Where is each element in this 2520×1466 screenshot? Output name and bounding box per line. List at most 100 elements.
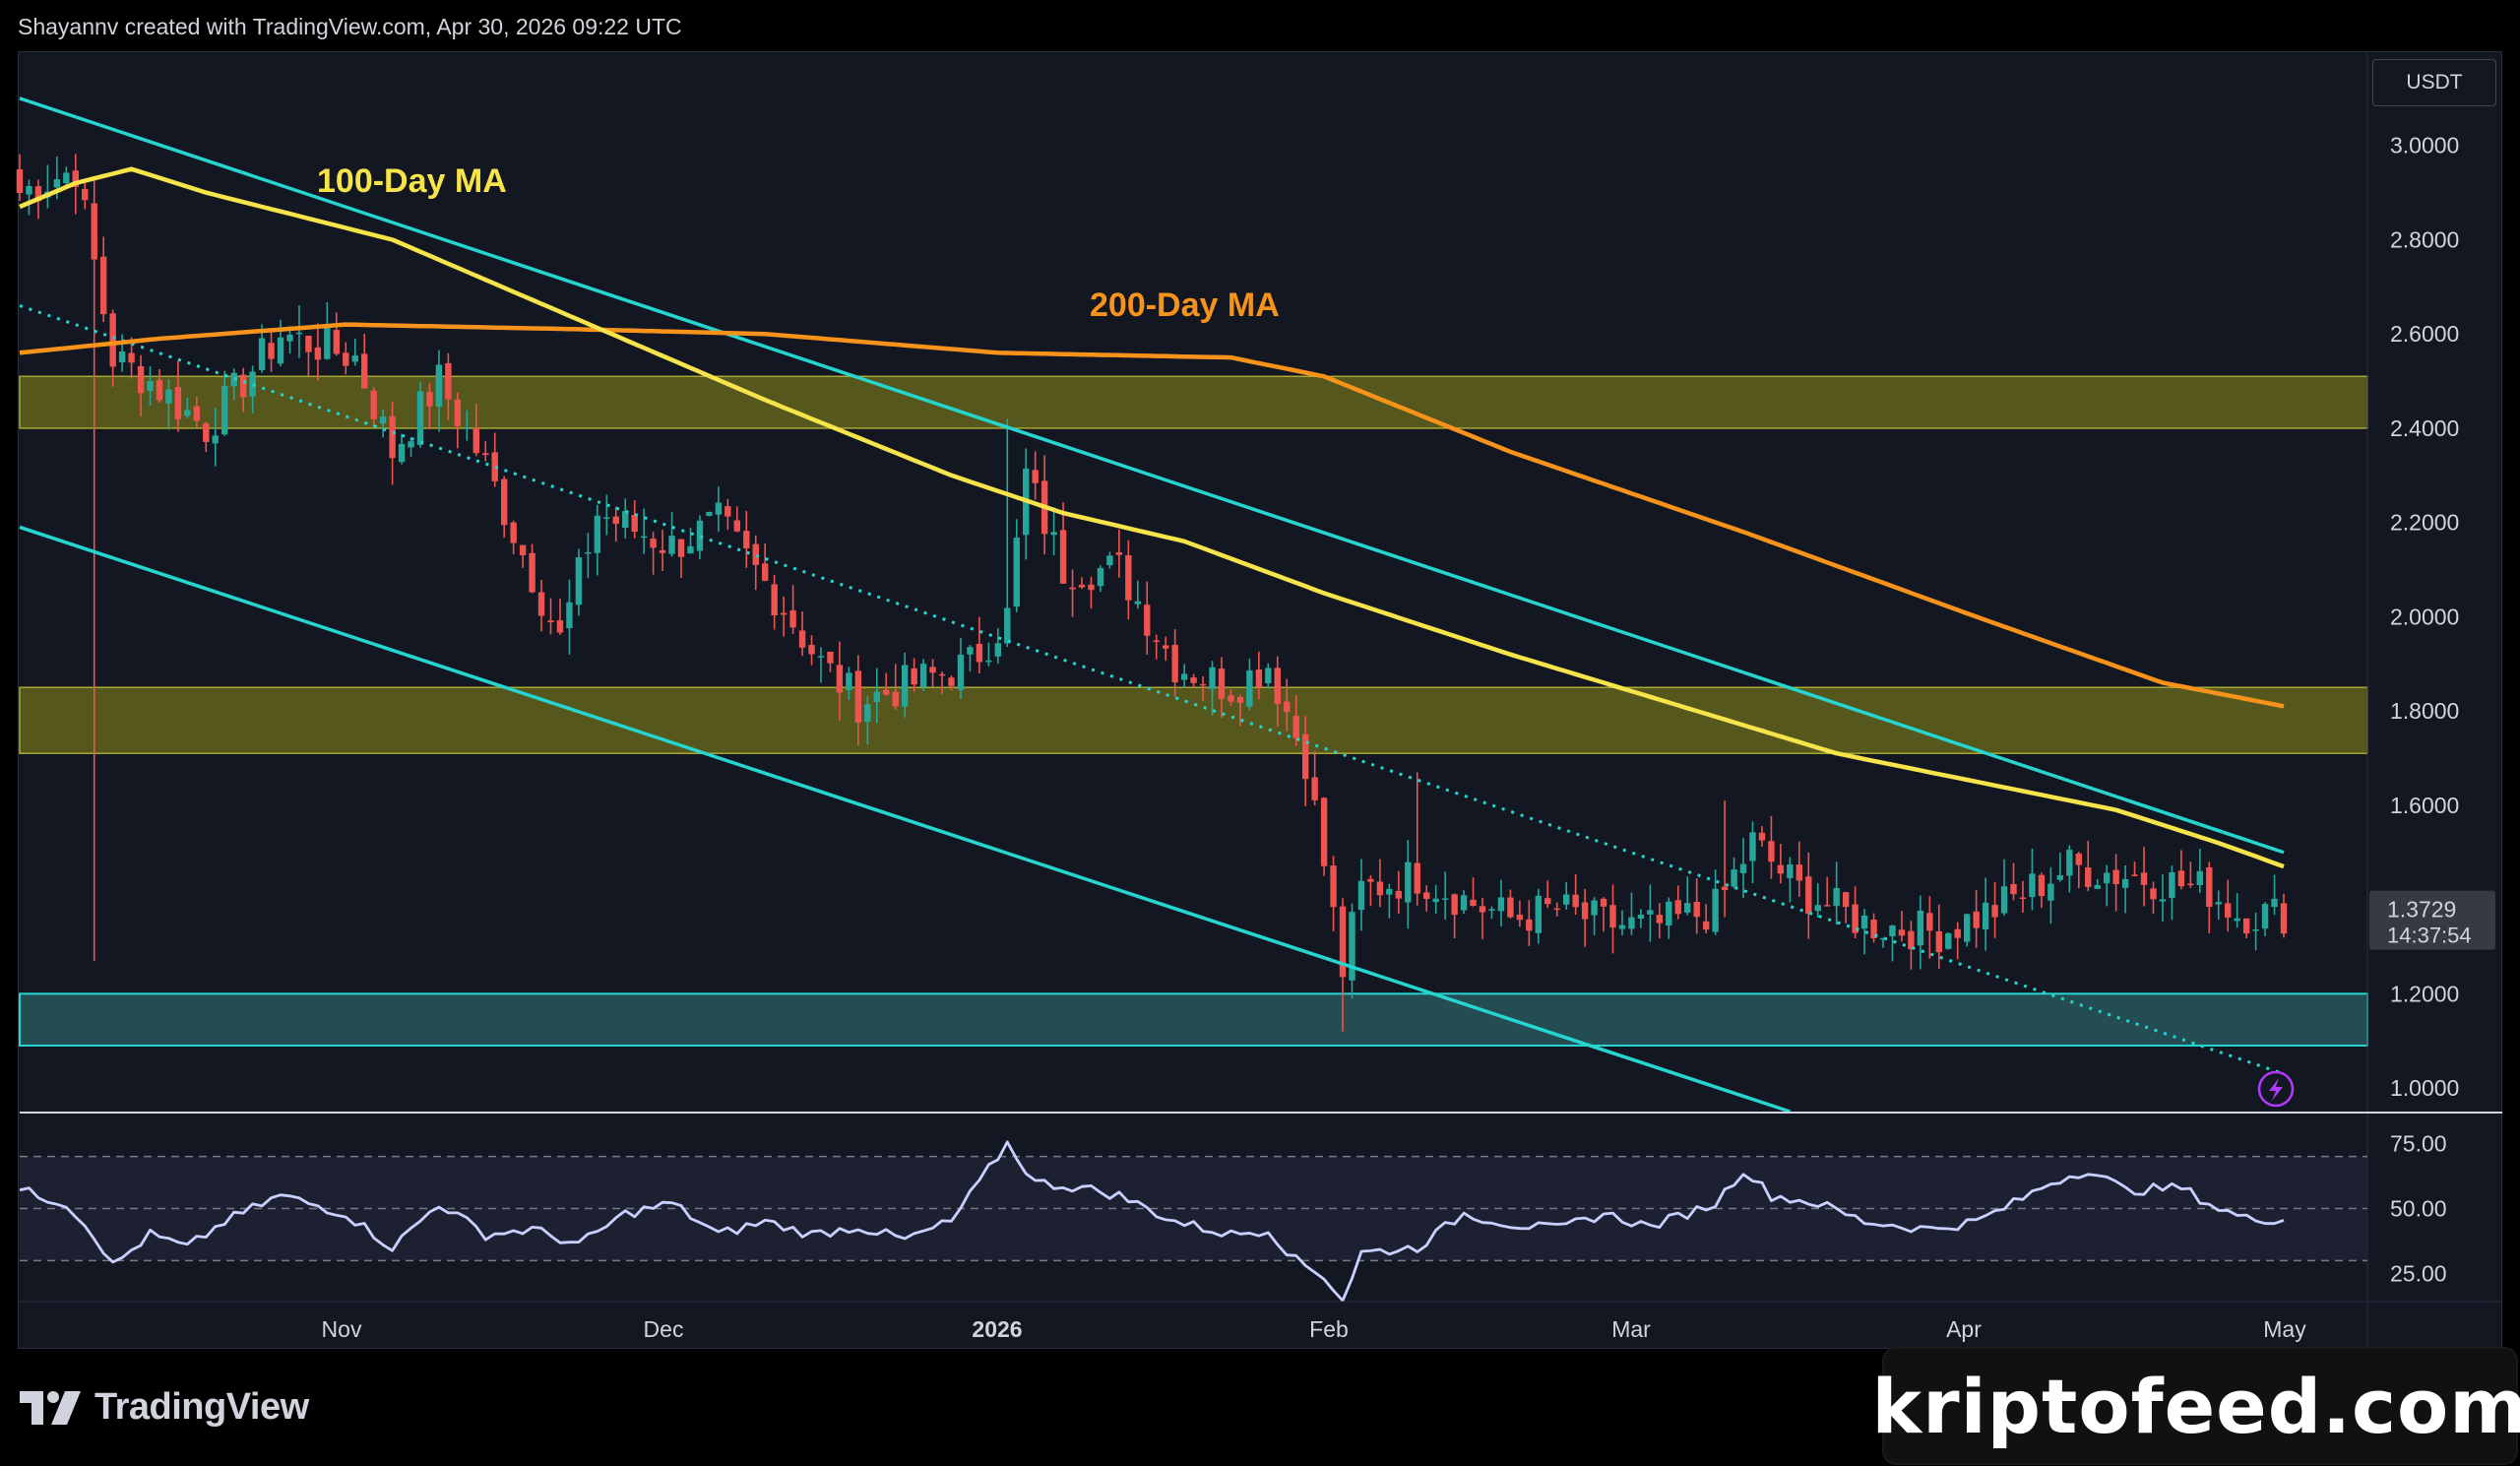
candle-body <box>1879 937 1887 940</box>
candle-body <box>1963 914 1971 942</box>
candle-body <box>789 609 796 628</box>
candle <box>1330 856 1337 932</box>
candle-body <box>519 544 527 555</box>
candle-body <box>128 352 135 363</box>
candle <box>2187 861 2194 888</box>
candle <box>99 236 107 323</box>
candle-body <box>827 651 834 664</box>
candle <box>1180 664 1188 688</box>
candle-body <box>361 353 368 389</box>
candle-body <box>724 506 731 517</box>
candle <box>967 644 974 672</box>
candle <box>2261 902 2269 936</box>
candle-body <box>2261 904 2269 929</box>
candle-body <box>1414 862 1420 894</box>
candle-body <box>743 531 750 548</box>
candle <box>1758 826 1766 848</box>
candle <box>585 533 592 579</box>
candle <box>1628 892 1635 935</box>
candle-body <box>416 391 424 445</box>
candle-body <box>2121 878 2129 888</box>
candle <box>1852 886 1858 939</box>
candle <box>1749 821 1756 884</box>
watermark-text: kriptofeed.com <box>1871 1362 2520 1450</box>
candle <box>510 520 517 554</box>
candle-body <box>1824 905 1831 907</box>
candle-body <box>771 584 778 616</box>
candle-body <box>510 522 517 543</box>
candle <box>2271 874 2278 916</box>
candle <box>1405 840 1412 929</box>
candle-body <box>938 673 946 676</box>
candle <box>174 360 182 432</box>
price-tick-label: 1.6000 <box>2390 793 2459 818</box>
candle-body <box>1236 697 1244 703</box>
candle-body <box>808 644 815 655</box>
candle-body <box>1973 911 1980 928</box>
candle-body <box>1758 832 1766 841</box>
candle-body <box>1842 892 1850 908</box>
candle <box>1572 873 1579 916</box>
candle <box>1395 870 1403 915</box>
candle-body <box>1852 904 1858 933</box>
candle <box>1591 897 1598 936</box>
candle <box>1926 896 1933 959</box>
candle <box>295 305 303 358</box>
candle-body <box>1860 915 1868 929</box>
candle <box>408 437 414 457</box>
candle <box>1479 897 1486 939</box>
candle-body <box>1935 930 1942 953</box>
currency-selector[interactable]: USDT <box>2372 59 2496 106</box>
candle-body <box>1739 863 1747 873</box>
candle <box>2280 893 2288 938</box>
candle <box>370 387 377 429</box>
candle <box>464 410 471 441</box>
candle <box>519 544 527 568</box>
candle <box>2177 850 2185 890</box>
candle <box>1516 900 1524 927</box>
candle <box>82 178 89 210</box>
candle <box>556 599 564 635</box>
candle <box>1898 911 1906 942</box>
candle-body <box>864 704 871 723</box>
candle-body <box>1078 584 1086 588</box>
candle <box>1097 565 1104 593</box>
candle <box>537 579 545 632</box>
candle-body <box>482 453 489 456</box>
candle-body <box>537 592 545 616</box>
time-tick-label: Dec <box>644 1316 684 1342</box>
candle-body <box>1945 932 1952 949</box>
candle <box>566 579 573 655</box>
ma100-label: 100-Day MA <box>317 162 507 200</box>
lightning-icon[interactable] <box>2257 1070 2295 1108</box>
candle-body <box>1647 910 1654 915</box>
candle <box>2121 865 2129 914</box>
candle-body <box>1423 892 1430 900</box>
candle-body <box>817 656 825 658</box>
candle <box>1879 937 1887 948</box>
candle <box>1488 906 1495 920</box>
candle <box>2010 862 2017 901</box>
candle <box>696 515 704 559</box>
candle-body <box>1386 888 1393 895</box>
candle-body <box>2225 903 2232 918</box>
candle <box>1666 897 1672 939</box>
candle-body <box>156 380 163 401</box>
candle-body <box>1787 863 1794 878</box>
candle <box>1991 881 1998 938</box>
candle-body <box>1470 899 1477 907</box>
candle-body <box>258 338 266 370</box>
candle-body <box>1497 897 1505 912</box>
candle <box>277 319 284 367</box>
candle <box>1637 909 1645 928</box>
candle-body <box>892 691 899 707</box>
last-price-tag <box>2369 890 2495 950</box>
candle <box>63 166 70 187</box>
candle-body <box>1535 895 1542 933</box>
candle-body <box>1516 914 1524 921</box>
candle-body <box>1050 532 1057 536</box>
candle-body <box>1591 900 1598 916</box>
candle <box>2131 861 2138 877</box>
candle <box>1702 904 1710 934</box>
candle-body <box>1656 915 1664 924</box>
